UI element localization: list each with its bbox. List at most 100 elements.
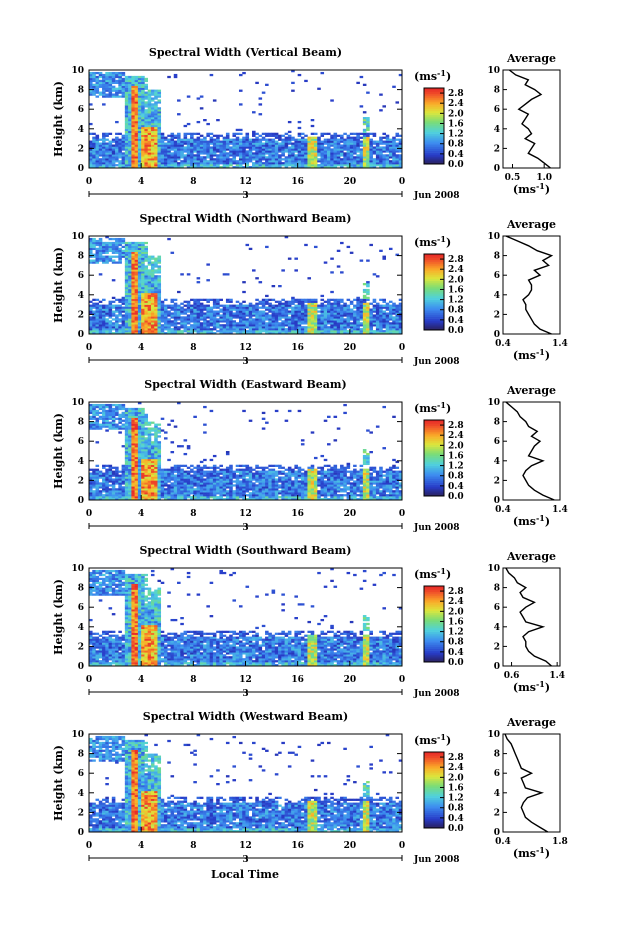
heatmap-cell [190, 316, 194, 319]
heatmap-cell [225, 273, 230, 276]
heatmap-cell [144, 298, 148, 301]
colorbar-segment [424, 318, 444, 321]
heatmap-cell [261, 306, 266, 309]
heatmap-cell [313, 148, 318, 151]
heatmap-cell [150, 279, 155, 282]
heatmap-cell [154, 298, 158, 301]
heatmap-cell [190, 318, 194, 321]
heatmap-cell [115, 466, 119, 469]
heatmap-cell [180, 156, 184, 159]
colorbar-segment [424, 114, 444, 117]
heatmap-cell [95, 298, 100, 301]
heatmap-cell [98, 320, 103, 323]
heatmap-cell [147, 113, 152, 116]
heatmap-cell [141, 286, 145, 290]
heatmap-cell [199, 150, 204, 153]
heatmap-cell [150, 332, 155, 335]
heatmap-cell [134, 247, 139, 251]
heatmap-cell [180, 154, 184, 157]
heatmap-cell [157, 484, 162, 487]
heatmap-cell [160, 320, 165, 323]
heatmap-cell [141, 452, 145, 456]
heatmap-cell [235, 324, 240, 327]
heatmap-cell [147, 134, 152, 137]
heatmap-cell [265, 142, 269, 145]
heatmap-cell [131, 130, 135, 134]
heatmap-cell [124, 117, 129, 120]
heatmap-cell [323, 330, 328, 333]
colorbar-segment [424, 93, 444, 96]
heatmap-cell [333, 144, 338, 147]
heatmap-cell [124, 324, 129, 327]
heatmap-cell [150, 93, 155, 96]
heatmap-cell [238, 138, 243, 141]
heatmap-cell [105, 332, 109, 335]
heatmap-cell [261, 322, 266, 325]
heatmap-cell [333, 310, 338, 313]
heatmap-cell [137, 117, 142, 120]
heatmap-cell [320, 146, 325, 149]
heatmap-cell [98, 241, 103, 245]
heatmap-cell [379, 310, 383, 313]
heatmap-cell [141, 462, 145, 466]
heatmap-cell [144, 470, 148, 473]
heatmap-cell [359, 302, 364, 305]
heatmap-cell [173, 73, 178, 77]
heatmap-cell [313, 162, 318, 165]
heatmap-cell [98, 470, 103, 473]
heatmap-cell [157, 132, 162, 135]
heatmap-cell [225, 164, 230, 167]
heatmap-cell [356, 302, 360, 305]
heatmap-cell [92, 310, 96, 313]
heatmap-cell [111, 324, 116, 327]
heatmap-cell [121, 239, 126, 243]
heatmap-cell [124, 128, 129, 132]
heatmap-cell [323, 314, 328, 317]
heatmap-cell [336, 312, 341, 315]
heatmap-cell [108, 255, 113, 258]
heatmap-cell [150, 456, 155, 460]
heatmap-cell [193, 164, 197, 167]
heatmap-cell [128, 447, 132, 450]
heatmap-cell [268, 310, 272, 313]
heatmap-cell [193, 166, 197, 169]
heatmap-cell [245, 164, 250, 167]
heatmap-cell [92, 407, 96, 411]
avg-y-tick-label: 0 [494, 164, 500, 174]
heatmap-cell [173, 140, 178, 143]
heatmap-cell [150, 445, 155, 448]
heatmap-cell [118, 257, 122, 260]
heatmap-cell [353, 330, 357, 333]
heatmap-cell [291, 166, 295, 169]
heatmap-cell [170, 306, 175, 309]
heatmap-cell [229, 328, 233, 331]
heatmap-cell [330, 318, 334, 321]
heatmap-cell [89, 249, 93, 252]
heatmap-cell [115, 146, 119, 149]
heatmap-cell [163, 328, 168, 331]
heatmap-cell [340, 328, 344, 331]
heatmap-cell [105, 318, 109, 321]
heatmap-cell [300, 326, 305, 329]
heatmap-cell [128, 429, 132, 432]
heatmap-cell [124, 267, 129, 270]
heatmap-cell [327, 142, 331, 145]
heatmap-cell [300, 146, 305, 149]
heatmap-cell [124, 156, 129, 159]
heatmap-cell [115, 251, 119, 254]
heatmap-cell [108, 484, 113, 487]
heatmap-cell [124, 411, 129, 415]
heatmap-cell [219, 308, 223, 311]
heatmap-cell [111, 300, 116, 303]
heatmap-cell [349, 154, 354, 157]
heatmap-cell [98, 138, 103, 141]
heatmap-cell [131, 144, 135, 147]
heatmap-cell [216, 322, 220, 325]
heatmap-cell [177, 164, 181, 167]
heatmap-cell [121, 156, 126, 159]
heatmap-cell [320, 328, 325, 331]
heatmap-cell [203, 164, 207, 167]
heatmap-cell [95, 478, 100, 481]
heatmap-cell [131, 470, 135, 473]
heatmap-cell [366, 160, 370, 163]
